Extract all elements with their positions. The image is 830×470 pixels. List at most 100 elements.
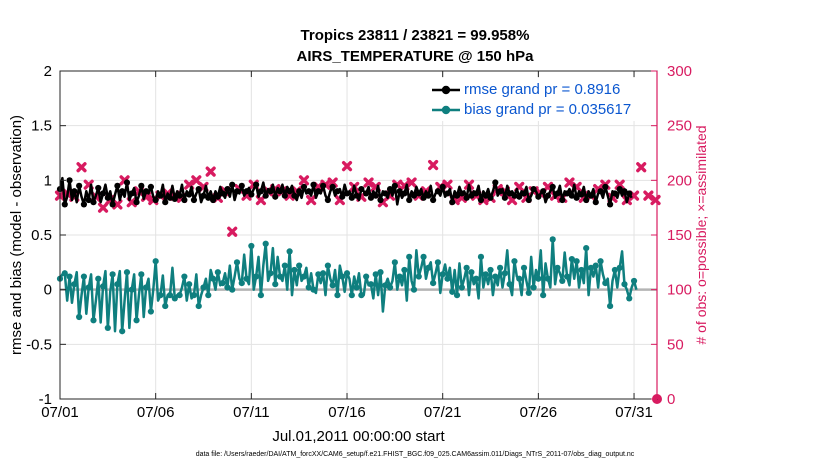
- bias-point: [214, 269, 221, 276]
- rmse-point: [367, 194, 375, 201]
- rmse-point: [602, 183, 609, 190]
- bias-point: [219, 280, 226, 287]
- rmse-point: [339, 193, 346, 200]
- rmse-point: [501, 194, 508, 201]
- bias-point: [200, 284, 207, 291]
- rmse-point: [190, 196, 198, 204]
- assimilated-marker: [76, 162, 87, 173]
- bias-point: [621, 281, 628, 288]
- bias-point: [496, 264, 504, 271]
- bias-point: [114, 281, 121, 288]
- rmse-point: [281, 192, 288, 199]
- rmse-point: [391, 182, 398, 189]
- bias-point: [195, 302, 202, 310]
- rmse-point: [224, 185, 231, 193]
- bias-point: [592, 262, 599, 269]
- bias-point: [410, 286, 418, 293]
- legend-swatch-bias: [432, 105, 460, 115]
- rmse-point: [138, 182, 145, 189]
- assimilated-marker: [306, 194, 317, 206]
- bias-point: [453, 292, 461, 299]
- bias-point: [162, 302, 169, 310]
- rmse-point: [300, 183, 308, 190]
- bias-point: [205, 292, 212, 299]
- y-tick-label-left: 0: [44, 282, 52, 299]
- bias-point: [511, 258, 518, 265]
- rmse-point: [511, 192, 518, 199]
- rmse-point: [520, 190, 528, 197]
- rmse-point: [176, 192, 183, 199]
- bias-point: [209, 275, 217, 282]
- bias-point: [343, 270, 351, 277]
- rmse-point: [195, 185, 202, 193]
- y-tick-label-left: 0.5: [31, 227, 52, 244]
- y-tick-label-right: 300: [667, 63, 692, 80]
- rmse-point: [166, 194, 174, 201]
- bias-point: [463, 264, 470, 271]
- rmse-point: [453, 192, 461, 199]
- rmse-point: [473, 190, 480, 197]
- bias-point: [61, 270, 68, 277]
- rmse-point: [90, 199, 97, 206]
- bias-point: [554, 264, 561, 271]
- bias-point: [99, 283, 107, 290]
- rmse-point: [348, 194, 355, 201]
- bias-point: [286, 248, 293, 255]
- bias-point: [152, 258, 159, 265]
- rmse-point: [76, 182, 83, 189]
- rmse-point: [487, 194, 494, 201]
- bias-point: [482, 271, 489, 278]
- bias-point: [85, 284, 92, 291]
- rmse-point: [516, 193, 523, 200]
- assimilated-marker: [298, 175, 310, 186]
- bias-point: [329, 282, 336, 289]
- rmse-point: [415, 190, 422, 197]
- rmse-point: [358, 185, 365, 193]
- rmse-point: [262, 192, 269, 199]
- rmse-point: [496, 188, 504, 195]
- rmse-point: [248, 191, 255, 198]
- legend: rmse grand pr = 0.8916 bias grand pr = 0…: [427, 78, 650, 121]
- rmse-point: [205, 194, 212, 201]
- rmse-point: [104, 194, 111, 201]
- bias-point: [434, 259, 442, 266]
- rmse-point: [597, 188, 604, 195]
- bias-point: [525, 289, 532, 297]
- rmse-point: [506, 190, 513, 197]
- bias-point: [363, 273, 370, 280]
- rmse-point: [492, 179, 499, 186]
- rmse-point: [229, 181, 236, 188]
- bias-point: [583, 245, 590, 252]
- bias-point: [501, 270, 508, 277]
- rmse-point: [530, 185, 537, 193]
- y-tick-label-left: -0.5: [26, 336, 52, 353]
- chart-title-line2: AIRS_TEMPERATURE @ 150 hPa: [296, 48, 534, 65]
- x-tick-label: 07/11: [233, 404, 269, 421]
- bias-point: [324, 262, 331, 269]
- bias-point: [420, 253, 427, 260]
- bias-point: [568, 255, 575, 263]
- rmse-point: [611, 190, 619, 197]
- rmse-point: [372, 192, 379, 199]
- bias-point: [281, 262, 288, 269]
- x-tick-label: 07/16: [328, 404, 366, 421]
- bias-point: [535, 275, 542, 282]
- rmse-point: [71, 188, 78, 195]
- bias-point: [530, 284, 537, 291]
- rmse-point: [238, 182, 245, 189]
- rmse-point: [482, 192, 489, 199]
- assimilated-marker: [428, 159, 439, 171]
- bias-point: [315, 271, 322, 278]
- bias-point: [76, 313, 83, 321]
- rmse-point: [257, 188, 265, 195]
- rmse-point: [587, 192, 595, 199]
- rmse-point: [616, 185, 623, 193]
- bias-point: [276, 273, 284, 280]
- x-tick-label: 07/21: [424, 404, 462, 421]
- bias-point: [138, 271, 145, 278]
- bias-point: [386, 284, 394, 291]
- rmse-point: [157, 192, 164, 199]
- bias-point: [257, 292, 265, 299]
- bias-point: [492, 273, 499, 280]
